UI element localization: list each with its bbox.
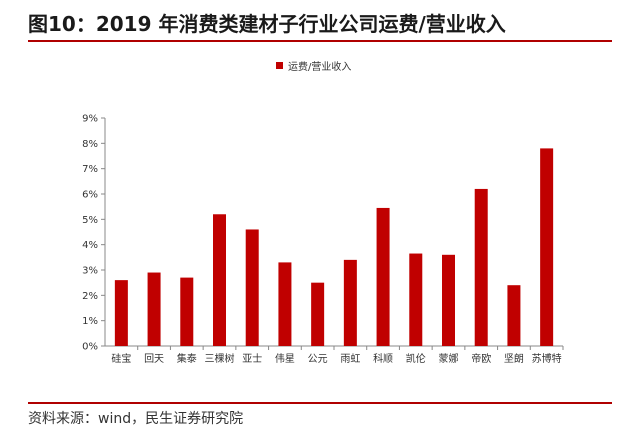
y-tick-label: 9% (82, 114, 98, 125)
bar-3 (180, 277, 194, 346)
x-tick-label: 雨虹 (340, 353, 360, 365)
x-tick-label: 三棵树 (205, 352, 235, 365)
x-tick-label: 苏博特 (532, 352, 562, 365)
source-note: 资料来源：wind，民生证券研究院 (28, 411, 244, 427)
bar-9 (376, 207, 390, 346)
bar-5 (245, 229, 259, 346)
y-tick-label: 4% (82, 240, 98, 251)
y-tick-label: 7% (82, 164, 98, 175)
x-tick-label: 公元 (308, 354, 328, 365)
y-tick-label: 6% (82, 190, 98, 201)
x-tick-label: 集泰 (177, 352, 197, 365)
y-tick-label: 5% (82, 215, 98, 226)
title-divider (28, 40, 612, 42)
chart-legend: 运费/营业收入 (276, 58, 351, 73)
figure-header: 图10：2019 年消费类建材子行业公司运费/营业收入 (28, 6, 612, 36)
bar-1 (114, 280, 128, 346)
y-tick-label: 3% (82, 266, 98, 277)
x-tick-label: 蒙娜 (439, 352, 459, 365)
x-tick-label: 硅宝 (111, 352, 131, 365)
legend-label: 运费/营业收入 (288, 62, 352, 73)
bar-7 (311, 282, 325, 346)
y-tick-label: 2% (82, 291, 98, 302)
bar-4 (213, 214, 226, 346)
y-tick-label: 1% (82, 316, 98, 327)
y-tick-label: 8% (82, 139, 98, 150)
legend-swatch (276, 62, 283, 69)
bar-chart: 0% 1% 2% 3% 4% 5% 6% 7% 8% 9% 硅宝 回天 集泰 三棵树 亚士 伟星 公元 雨虹 科顺凯… (82, 114, 564, 365)
source-divider (28, 402, 612, 404)
bar-12 (474, 188, 488, 346)
bar-13 (507, 285, 521, 346)
x-tick-label: 伟星 (275, 352, 295, 365)
x-tick-label: 坚朗 (504, 353, 524, 365)
x-tick-label: 帝欧 (471, 352, 491, 365)
bar-10 (409, 253, 423, 346)
bar-2 (147, 272, 161, 346)
x-tick-label: 凯伦 (406, 352, 426, 365)
bar-14 (540, 148, 554, 346)
x-tick-label: 亚士 (242, 352, 262, 365)
x-tick-label: 回天 (144, 353, 164, 365)
x-tick-label: 科顺 (373, 352, 393, 365)
bar-6 (278, 262, 292, 346)
bar-11 (442, 254, 455, 346)
bar-8 (343, 259, 357, 346)
figure-title: 图10：2019 年消费类建材子行业公司运费/营业收入 (28, 12, 506, 36)
y-tick-label: 0% (82, 342, 98, 353)
